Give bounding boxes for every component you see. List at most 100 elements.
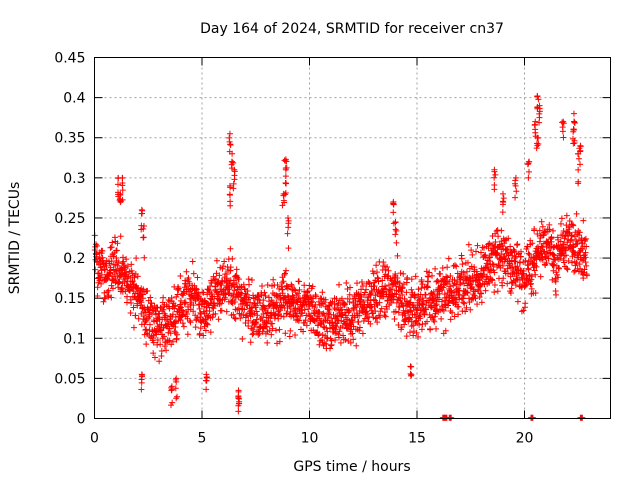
data-point bbox=[150, 339, 157, 346]
x-tick-label: 20 bbox=[516, 431, 534, 447]
data-point bbox=[101, 289, 108, 296]
data-point bbox=[117, 273, 124, 280]
data-point bbox=[230, 311, 237, 318]
data-point bbox=[131, 274, 138, 281]
data-point bbox=[285, 217, 292, 224]
data-point bbox=[280, 278, 287, 285]
data-point bbox=[256, 330, 263, 337]
data-point bbox=[247, 339, 254, 346]
data-point bbox=[158, 348, 165, 355]
data-point bbox=[444, 274, 451, 281]
data-point bbox=[263, 323, 270, 330]
data-point bbox=[149, 310, 156, 317]
data-point bbox=[525, 277, 532, 284]
data-point bbox=[200, 332, 207, 339]
data-point bbox=[285, 214, 291, 221]
data-point bbox=[328, 341, 335, 348]
data-point bbox=[412, 294, 419, 301]
data-point bbox=[212, 275, 219, 282]
data-point bbox=[134, 273, 141, 280]
data-point bbox=[94, 242, 101, 249]
data-point bbox=[403, 333, 410, 340]
data-point bbox=[226, 191, 233, 198]
data-point bbox=[392, 308, 399, 315]
data-point bbox=[353, 342, 360, 349]
data-point bbox=[432, 265, 439, 272]
data-point bbox=[261, 289, 268, 296]
data-point bbox=[468, 247, 475, 254]
data-point bbox=[504, 247, 511, 254]
data-point bbox=[262, 305, 269, 312]
data-point bbox=[244, 288, 251, 295]
data-point bbox=[478, 299, 485, 306]
data-point bbox=[257, 300, 264, 307]
data-point bbox=[129, 270, 136, 277]
data-point bbox=[382, 313, 389, 320]
data-point bbox=[573, 259, 580, 266]
data-point bbox=[313, 293, 320, 300]
data-point bbox=[218, 300, 225, 307]
x-tick-label: 5 bbox=[198, 431, 207, 447]
data-point bbox=[231, 298, 238, 305]
data-point bbox=[370, 270, 377, 277]
data-point bbox=[211, 299, 218, 306]
data-point bbox=[237, 315, 244, 322]
data-point bbox=[235, 305, 242, 312]
data-point bbox=[418, 285, 425, 292]
y-tick-label: 0.45 bbox=[54, 51, 85, 67]
data-point bbox=[108, 294, 115, 301]
data-point bbox=[107, 269, 114, 276]
data-point bbox=[127, 310, 134, 317]
data-point bbox=[380, 259, 387, 266]
data-point bbox=[172, 302, 179, 309]
data-point bbox=[359, 330, 366, 337]
data-point bbox=[394, 252, 401, 259]
data-point bbox=[286, 333, 293, 340]
data-point bbox=[279, 290, 286, 297]
data-point bbox=[408, 371, 415, 378]
data-point bbox=[162, 314, 169, 321]
data-point bbox=[460, 299, 467, 306]
data-point bbox=[299, 310, 306, 317]
data-point bbox=[164, 318, 171, 325]
data-point bbox=[315, 298, 322, 305]
data-point bbox=[385, 272, 392, 279]
data-point bbox=[541, 228, 548, 235]
data-point bbox=[430, 288, 437, 295]
data-point bbox=[282, 267, 289, 274]
data-point bbox=[500, 195, 507, 202]
data-point bbox=[202, 377, 209, 384]
data-point bbox=[491, 168, 498, 175]
data-point bbox=[276, 338, 283, 345]
data-point bbox=[295, 278, 302, 285]
data-point bbox=[377, 314, 384, 321]
data-point bbox=[562, 247, 569, 254]
data-point bbox=[144, 287, 151, 294]
data-point bbox=[566, 217, 573, 224]
data-point bbox=[229, 255, 236, 262]
data-point bbox=[451, 313, 458, 320]
data-point bbox=[583, 262, 590, 269]
data-point bbox=[413, 329, 420, 336]
data-point bbox=[447, 273, 454, 280]
data-point bbox=[227, 264, 234, 271]
data-point bbox=[350, 336, 357, 343]
data-point bbox=[113, 247, 120, 254]
data-point bbox=[531, 122, 538, 129]
data-point bbox=[384, 297, 391, 304]
data-point bbox=[443, 273, 450, 280]
data-point bbox=[563, 212, 570, 219]
data-point bbox=[236, 398, 243, 405]
data-point bbox=[147, 294, 154, 301]
data-point bbox=[319, 300, 326, 307]
data-point bbox=[355, 319, 362, 326]
data-point bbox=[344, 295, 351, 302]
data-point bbox=[524, 262, 531, 269]
data-point bbox=[291, 307, 298, 314]
data-point bbox=[505, 235, 512, 242]
data-point bbox=[233, 279, 240, 286]
data-point bbox=[290, 294, 297, 301]
data-point bbox=[103, 262, 110, 269]
data-point bbox=[399, 284, 406, 291]
data-point bbox=[526, 251, 533, 258]
